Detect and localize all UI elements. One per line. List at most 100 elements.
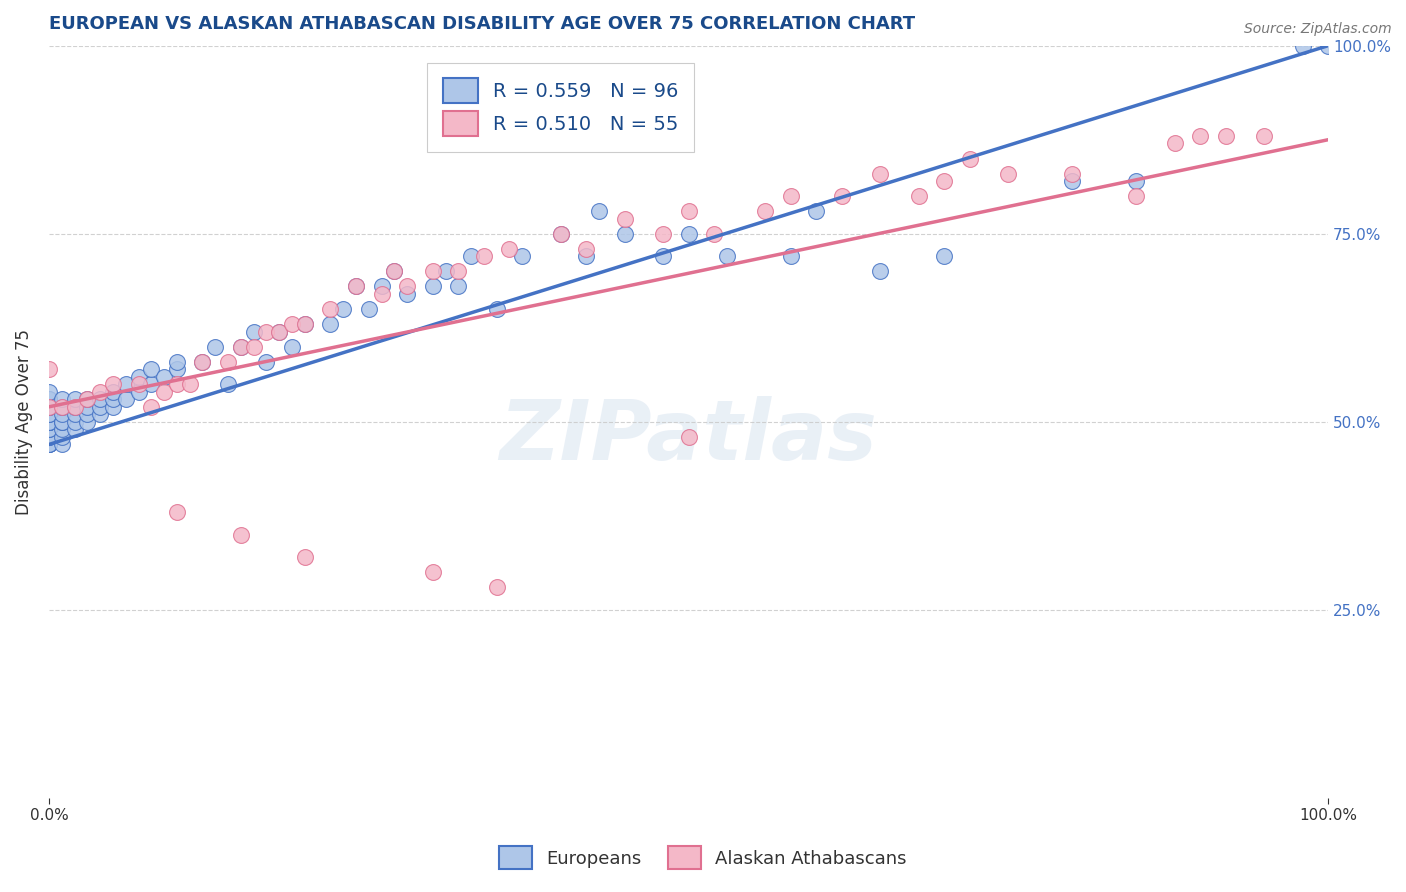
Point — [166, 377, 188, 392]
Point — [1291, 38, 1313, 53]
Point — [38, 362, 60, 376]
Point — [38, 415, 60, 429]
Point — [63, 400, 86, 414]
Point — [166, 505, 188, 519]
Point — [1125, 189, 1147, 203]
Point — [38, 408, 60, 422]
Point — [76, 415, 98, 429]
Point — [934, 174, 956, 188]
Point — [294, 550, 316, 565]
Point — [38, 437, 60, 451]
Point — [229, 527, 252, 541]
Point — [166, 354, 188, 368]
Point — [716, 249, 738, 263]
Point — [141, 362, 163, 376]
Point — [153, 369, 176, 384]
Point — [101, 377, 124, 392]
Point — [357, 301, 380, 316]
Point — [780, 249, 803, 263]
Point — [422, 279, 444, 293]
Point — [38, 430, 60, 444]
Point — [191, 354, 214, 368]
Point — [153, 384, 176, 399]
Point — [51, 392, 73, 407]
Point — [281, 317, 304, 331]
Point — [114, 377, 136, 392]
Point — [754, 204, 776, 219]
Legend: R = 0.559   N = 96, R = 0.510   N = 55: R = 0.559 N = 96, R = 0.510 N = 55 — [427, 63, 695, 152]
Point — [422, 566, 444, 580]
Point — [422, 264, 444, 278]
Point — [254, 354, 277, 368]
Point — [652, 249, 675, 263]
Point — [114, 392, 136, 407]
Point — [63, 408, 86, 422]
Point — [38, 430, 60, 444]
Point — [38, 437, 60, 451]
Point — [51, 437, 73, 451]
Point — [229, 340, 252, 354]
Point — [38, 392, 60, 407]
Point — [344, 279, 367, 293]
Point — [128, 384, 150, 399]
Point — [101, 384, 124, 399]
Point — [1317, 38, 1340, 53]
Point — [332, 301, 354, 316]
Point — [38, 415, 60, 429]
Point — [472, 249, 495, 263]
Point — [51, 422, 73, 436]
Point — [38, 400, 60, 414]
Point — [780, 189, 803, 203]
Point — [166, 362, 188, 376]
Point — [128, 369, 150, 384]
Point — [294, 317, 316, 331]
Point — [550, 227, 572, 241]
Point — [652, 227, 675, 241]
Point — [128, 377, 150, 392]
Point — [575, 242, 598, 256]
Text: ZIPatlas: ZIPatlas — [499, 396, 877, 477]
Point — [101, 400, 124, 414]
Point — [63, 422, 86, 436]
Point — [1215, 128, 1237, 143]
Point — [89, 408, 111, 422]
Point — [447, 279, 470, 293]
Point — [575, 249, 598, 263]
Point — [179, 377, 201, 392]
Point — [229, 340, 252, 354]
Point — [89, 384, 111, 399]
Point — [959, 152, 981, 166]
Point — [434, 264, 457, 278]
Point — [38, 384, 60, 399]
Point — [76, 392, 98, 407]
Point — [76, 400, 98, 414]
Point — [1189, 128, 1212, 143]
Point — [141, 377, 163, 392]
Point — [485, 301, 508, 316]
Point — [63, 400, 86, 414]
Point — [1062, 174, 1084, 188]
Point — [934, 249, 956, 263]
Point — [831, 189, 853, 203]
Point — [613, 227, 636, 241]
Point — [269, 325, 291, 339]
Point — [498, 242, 520, 256]
Point — [63, 415, 86, 429]
Point — [319, 301, 342, 316]
Point — [242, 340, 264, 354]
Point — [38, 437, 60, 451]
Point — [38, 400, 60, 414]
Y-axis label: Disability Age Over 75: Disability Age Over 75 — [15, 329, 32, 515]
Point — [613, 211, 636, 226]
Point — [89, 392, 111, 407]
Point — [370, 279, 392, 293]
Point — [460, 249, 482, 263]
Point — [76, 408, 98, 422]
Point — [382, 264, 405, 278]
Point — [204, 340, 226, 354]
Point — [217, 377, 239, 392]
Point — [319, 317, 342, 331]
Point — [38, 415, 60, 429]
Point — [38, 408, 60, 422]
Point — [396, 279, 419, 293]
